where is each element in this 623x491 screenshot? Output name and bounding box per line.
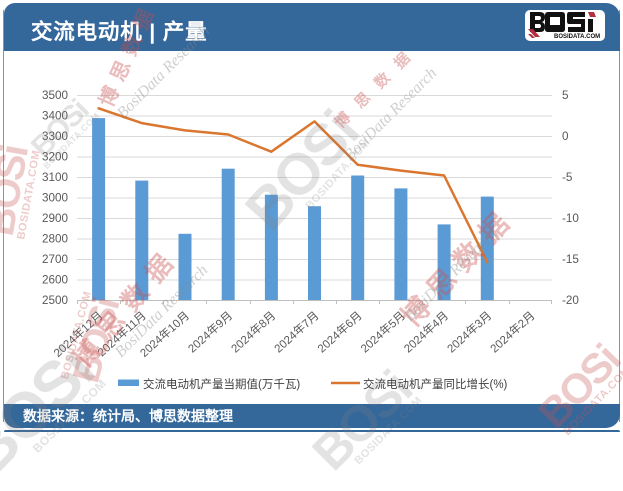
svg-text:2024年9月: 2024年9月 [185, 308, 235, 355]
svg-text:交流电动机产量同比增长(%): 交流电动机产量同比增长(%) [363, 377, 508, 391]
svg-text:5: 5 [562, 89, 569, 102]
svg-text:3300: 3300 [42, 130, 69, 143]
svg-text:BOSIDATA.COM: BOSIDATA.COM [554, 34, 600, 40]
svg-text:3400: 3400 [42, 110, 69, 123]
svg-text:2800: 2800 [42, 233, 69, 246]
svg-text:-10: -10 [562, 212, 579, 225]
svg-text:2024年7月: 2024年7月 [271, 308, 321, 355]
svg-text:2700: 2700 [42, 253, 69, 266]
svg-text:-20: -20 [562, 294, 579, 307]
svg-text:2024年8月: 2024年8月 [228, 308, 278, 355]
svg-text:2024年3月: 2024年3月 [444, 308, 494, 355]
svg-text:3200: 3200 [42, 151, 69, 164]
svg-text:-5: -5 [562, 171, 573, 184]
svg-text:2900: 2900 [42, 212, 69, 225]
svg-text:2024年2月: 2024年2月 [487, 308, 537, 355]
svg-text:交流电动机产量当期值(万千瓦): 交流电动机产量当期值(万千瓦) [143, 377, 300, 391]
svg-text:3100: 3100 [42, 171, 69, 184]
svg-text:2500: 2500 [42, 294, 69, 307]
svg-text:3000: 3000 [42, 192, 69, 205]
svg-text:3500: 3500 [42, 89, 69, 102]
svg-text:2024年6月: 2024年6月 [314, 308, 364, 355]
svg-text:2024年4月: 2024年4月 [401, 308, 451, 355]
svg-text:2600: 2600 [42, 274, 69, 287]
svg-text:-15: -15 [562, 253, 579, 266]
svg-text:0: 0 [562, 130, 569, 143]
svg-text:2024年5月: 2024年5月 [358, 308, 408, 355]
